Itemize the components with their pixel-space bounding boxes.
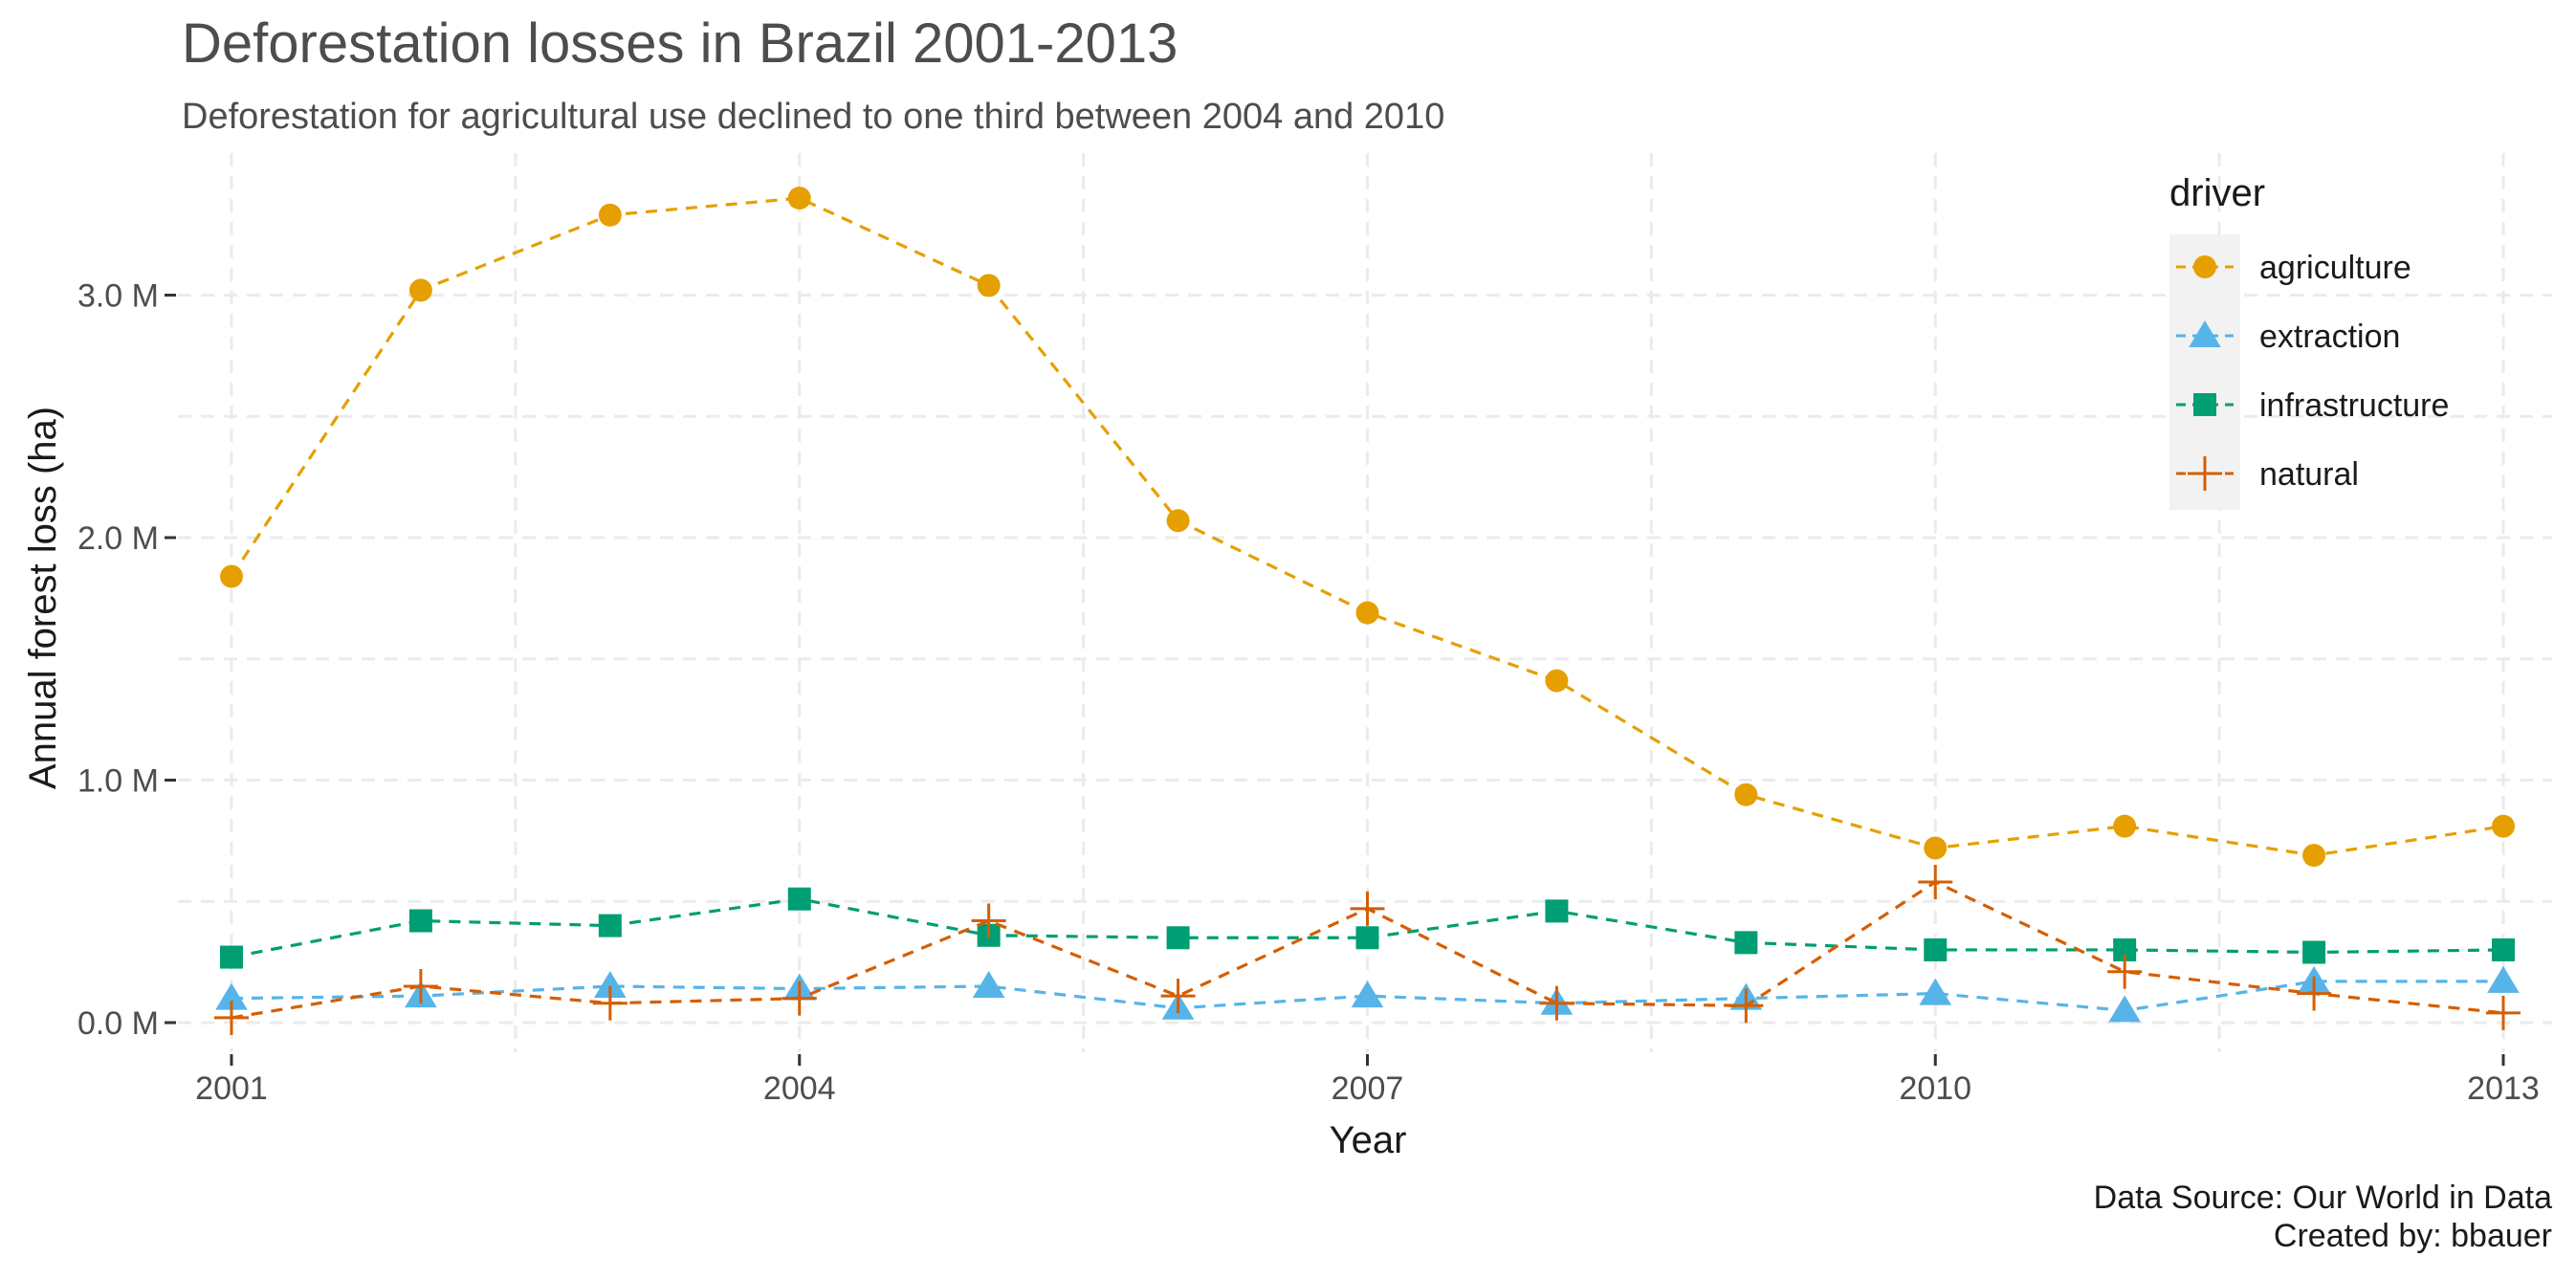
caption-credit: Created by: bbauer — [2274, 1218, 2552, 1254]
legend-item-infrastructure: infrastructure — [2176, 387, 2449, 424]
caption-source: Data Source: Our World in Data — [2094, 1180, 2552, 1216]
data-point-infrastructure — [220, 945, 243, 969]
x-tick-label: 2004 — [763, 1070, 836, 1107]
data-point-natural — [403, 968, 438, 1003]
data-point-natural — [1350, 891, 1385, 926]
data-point-natural — [214, 1000, 249, 1035]
data-point-extraction — [2487, 965, 2520, 993]
data-point-natural — [782, 981, 817, 1016]
data-point-natural — [2486, 995, 2521, 1030]
data-point-natural — [1918, 864, 1953, 899]
legend-label: agriculture — [2259, 250, 2411, 286]
y-axis-title: Annual forest loss (ha) — [22, 407, 64, 789]
x-tick-label: 2007 — [1332, 1070, 1404, 1107]
data-point-extraction — [2108, 995, 2141, 1023]
data-point-extraction — [594, 970, 627, 998]
legend: driver agriculture extraction infrastructu… — [2169, 172, 2449, 510]
y-tick-label: 0.0 M — [77, 1005, 159, 1042]
data-point-infrastructure — [1355, 926, 1379, 950]
chart-title: Deforestation losses in Brazil 2001-2013 — [182, 12, 1178, 75]
data-point-agriculture — [2302, 844, 2326, 868]
data-point-infrastructure — [1734, 931, 1758, 955]
legend-marker-extraction — [2189, 320, 2221, 347]
x-tick-label: 2010 — [1899, 1070, 1971, 1107]
data-point-extraction — [215, 982, 248, 1010]
data-point-agriculture — [1166, 509, 1190, 533]
data-point-agriculture — [977, 274, 1001, 298]
data-point-agriculture — [2492, 814, 2515, 838]
data-point-natural — [971, 903, 1006, 938]
data-point-natural — [2297, 976, 2332, 1011]
x-axis: 2001 2004 2007 2010 2013 — [195, 1054, 2540, 1107]
data-point-natural — [2107, 954, 2143, 989]
legend-marker-agriculture — [2193, 255, 2216, 278]
chart-subtitle: Deforestation for agricultural use decli… — [182, 97, 1444, 137]
y-tick-label: 1.0 M — [77, 763, 159, 800]
data-point-natural — [1539, 985, 1574, 1021]
data-point-natural — [1160, 979, 1196, 1014]
plot-series — [214, 187, 2521, 1035]
y-axis: 0.0 M 1.0 M 2.0 M 3.0 M — [77, 278, 176, 1042]
data-point-extraction — [1351, 981, 1384, 1008]
legend-marker-natural — [2188, 456, 2222, 491]
data-point-infrastructure — [1166, 926, 1190, 950]
data-point-agriculture — [1545, 669, 1569, 693]
data-point-extraction — [972, 970, 1005, 998]
y-tick-label: 2.0 M — [77, 520, 159, 557]
data-point-agriculture — [1734, 783, 1758, 806]
data-point-agriculture — [787, 187, 811, 210]
series-infrastructure — [220, 887, 2515, 969]
data-point-agriculture — [1924, 836, 1948, 860]
legend-label: natural — [2259, 456, 2359, 493]
legend-label: extraction — [2259, 319, 2400, 355]
x-tick-label: 2001 — [195, 1070, 268, 1107]
x-tick-label: 2013 — [2467, 1070, 2540, 1107]
data-point-infrastructure — [1924, 937, 1948, 961]
x-axis-title: Year — [1330, 1119, 1407, 1161]
series-agriculture — [220, 187, 2515, 868]
data-point-agriculture — [598, 203, 622, 227]
data-point-agriculture — [2113, 814, 2137, 838]
data-point-infrastructure — [2492, 937, 2515, 961]
data-point-extraction — [1919, 978, 1952, 1005]
data-point-infrastructure — [2302, 940, 2326, 964]
data-point-agriculture — [220, 564, 243, 588]
data-point-agriculture — [408, 278, 432, 302]
data-point-infrastructure — [598, 914, 622, 937]
legend-item-extraction: extraction — [2176, 319, 2400, 355]
data-point-natural — [1728, 988, 1764, 1024]
data-point-infrastructure — [408, 909, 432, 933]
legend-label: infrastructure — [2259, 387, 2449, 424]
legend-title: driver — [2169, 172, 2265, 214]
data-point-infrastructure — [1545, 899, 1569, 923]
series-natural — [214, 864, 2521, 1035]
legend-item-natural: natural — [2176, 456, 2359, 493]
data-point-agriculture — [1355, 601, 1379, 625]
y-tick-label: 3.0 M — [77, 278, 159, 315]
legend-marker-infrastructure — [2193, 393, 2216, 416]
data-point-infrastructure — [787, 887, 811, 911]
data-point-natural — [592, 985, 627, 1021]
legend-item-agriculture: agriculture — [2176, 250, 2411, 286]
